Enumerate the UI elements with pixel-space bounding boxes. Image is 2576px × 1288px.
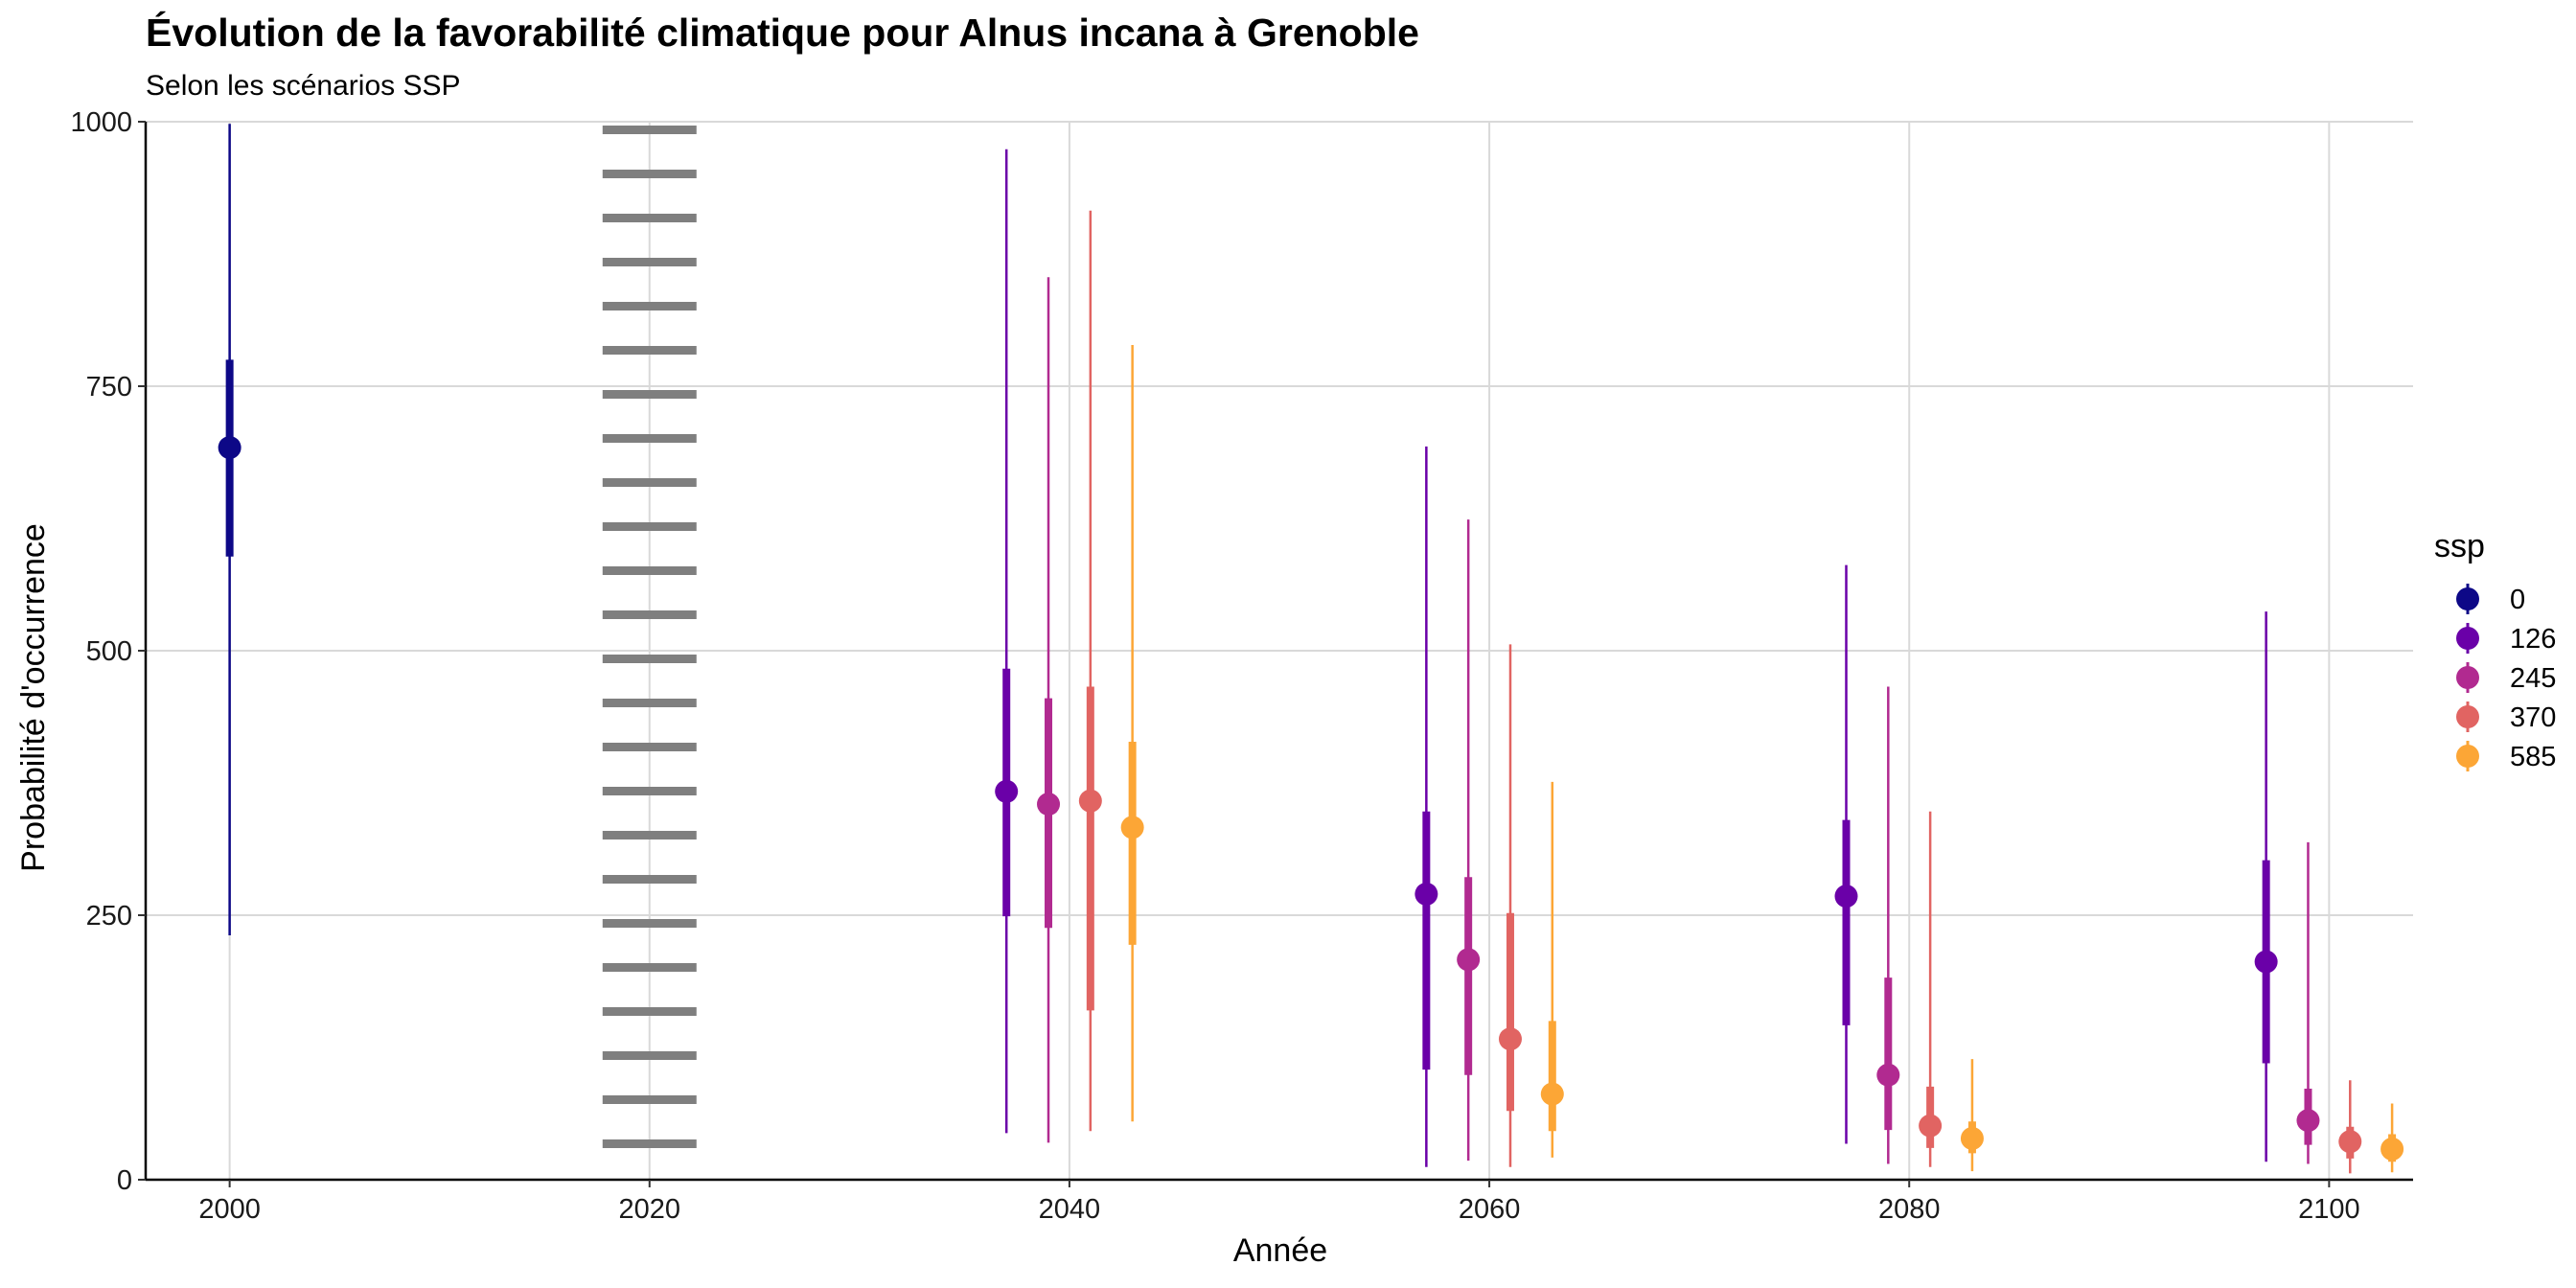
point	[1414, 882, 1438, 906]
point	[1457, 948, 1481, 972]
data-marks	[218, 124, 2404, 1174]
point	[1834, 885, 1858, 908]
x-tick-label-2000: 2000	[198, 1194, 261, 1225]
grid	[146, 121, 2413, 1181]
pointrange-ssp245-2039	[1037, 277, 1061, 1143]
point	[2254, 950, 2278, 974]
pointrange-ssp370-2041	[1078, 210, 1102, 1132]
x-tick-label-2080: 2080	[1878, 1194, 1941, 1225]
legend-key-point	[2456, 627, 2479, 650]
point	[1498, 1027, 1522, 1051]
axes: 0 250 500 750 1000 2000 2020 2040 2060 2080 2100	[70, 107, 2413, 1225]
point	[1919, 1114, 1943, 1138]
pointrange-ssp126-2037	[995, 149, 1019, 1134]
y-tick-label-1000: 1000	[70, 107, 132, 138]
legend: ssp 0 126 245 370 585	[2434, 528, 2556, 772]
x-tick-label-2100: 2100	[2298, 1194, 2360, 1225]
legend-item-245: 245	[2456, 662, 2556, 694]
y-tick-label-500: 500	[86, 636, 132, 667]
legend-label-585: 585	[2510, 742, 2556, 772]
pointrange-ssp245-2099	[2296, 841, 2320, 1164]
point	[995, 779, 1019, 803]
point	[1540, 1082, 1564, 1106]
pointrange-ssp370-2081	[1919, 811, 1943, 1167]
x-tick-label-2060: 2060	[1459, 1194, 1521, 1225]
x-tick-label-2040: 2040	[1039, 1194, 1101, 1225]
point	[1120, 816, 1144, 840]
point	[1876, 1063, 1900, 1087]
legend-key-point	[2456, 705, 2479, 728]
pointrange-ssp370-2061	[1498, 644, 1522, 1167]
legend-label-126: 126	[2510, 624, 2556, 655]
legend-label-245: 245	[2510, 663, 2556, 694]
point	[1960, 1126, 1984, 1150]
pointrange-ssp126-2097	[2254, 611, 2278, 1162]
pointrange-ssp245-2059	[1457, 519, 1481, 1162]
legend-item-0: 0	[2456, 584, 2525, 615]
x-axis-title: Année	[1233, 1232, 1327, 1269]
point	[218, 436, 242, 460]
pointrange-ssp370-2101	[2338, 1080, 2362, 1174]
pointrange-ssp585-2043	[1120, 344, 1144, 1122]
y-tick-label-250: 250	[86, 901, 132, 932]
x-tick-label-2020: 2020	[619, 1194, 681, 1225]
pointrange-ssp585-2063	[1540, 781, 1564, 1158]
legend-key-point	[2456, 745, 2479, 768]
y-axis-title: Probabilité d'occurrence	[15, 523, 52, 872]
point	[1078, 789, 1102, 813]
pointrange-ssp585-2103	[2380, 1103, 2404, 1173]
point	[1037, 793, 1061, 816]
pointrange-ssp245-2079	[1876, 686, 1900, 1164]
pointrange-ssp0-2000	[218, 124, 242, 935]
legend-item-126: 126	[2456, 623, 2556, 655]
point	[2296, 1109, 2320, 1133]
legend-item-585: 585	[2456, 741, 2556, 772]
legend-label-370: 370	[2510, 702, 2556, 733]
legend-label-0: 0	[2510, 585, 2525, 615]
legend-key-point	[2456, 587, 2479, 610]
pointrange-ssp585-2083	[1960, 1059, 1984, 1172]
chart-title: Évolution de la favorabilité climatique …	[146, 11, 1419, 55]
legend-title: ssp	[2434, 528, 2485, 564]
pointrange-ssp126-2077	[1834, 564, 1858, 1144]
pointrange-ssp126-2057	[1414, 446, 1438, 1167]
y-tick-label-750: 750	[86, 372, 132, 402]
legend-item-370: 370	[2456, 702, 2556, 733]
y-tick-label-0: 0	[117, 1165, 132, 1196]
chart-subtitle: Selon les scénarios SSP	[146, 70, 461, 102]
legend-key-point	[2456, 666, 2479, 689]
point	[2338, 1130, 2362, 1154]
point	[2380, 1137, 2404, 1161]
